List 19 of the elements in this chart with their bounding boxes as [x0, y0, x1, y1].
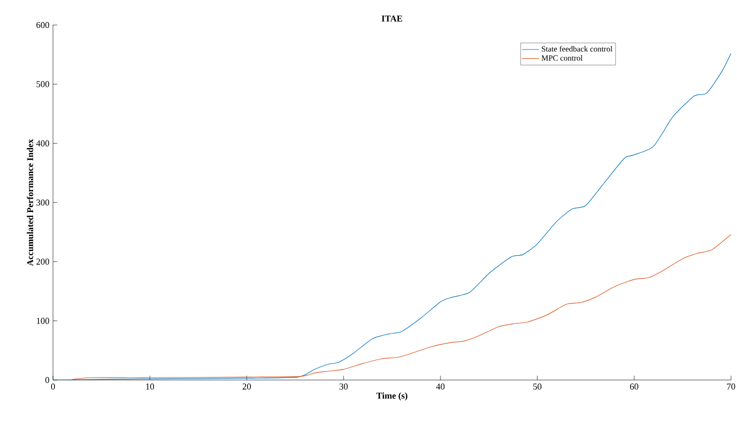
x-tick-label: 30: [340, 384, 348, 390]
y-tick-label: 400: [36, 140, 50, 146]
x-tick-label: 0: [51, 384, 55, 390]
y-tick-label: 100: [36, 318, 50, 324]
y-tick-label: 0: [45, 376, 50, 384]
x-tick-label: 40: [436, 384, 445, 390]
chart-title: ITAE: [382, 16, 402, 22]
x-tick-label: 50: [533, 384, 542, 390]
x-tick-label: 60: [630, 384, 638, 390]
x-tick-label: 70: [727, 384, 736, 390]
x-tick-label: 20: [242, 384, 251, 390]
y-tick-label: 300: [36, 199, 50, 206]
line-series: [72, 234, 732, 380]
x-tick-label: 10: [146, 384, 154, 390]
y-tick-label: 500: [36, 81, 50, 88]
y-axis-title: Accumulated Performance Index: [26, 139, 34, 266]
y-tick-label: 600: [36, 22, 50, 28]
y-tick-label: 200: [36, 258, 50, 265]
x-axis-title: Time (s): [376, 392, 408, 401]
